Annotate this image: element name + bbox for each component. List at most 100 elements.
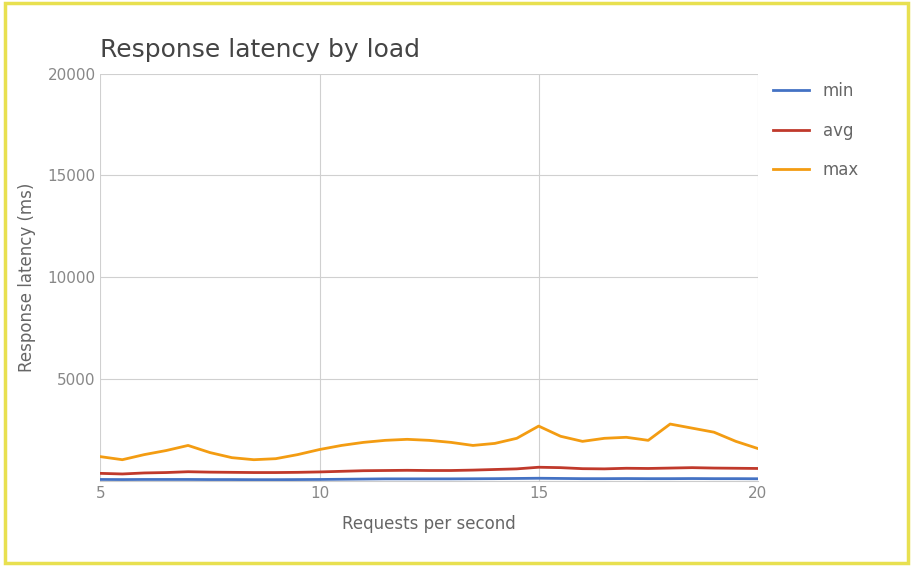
avg xyxy=(336,468,347,475)
max xyxy=(380,437,391,444)
max xyxy=(621,434,632,441)
max xyxy=(577,438,588,445)
avg xyxy=(95,470,106,477)
max xyxy=(424,437,435,444)
max xyxy=(555,433,566,440)
max xyxy=(730,438,741,445)
max xyxy=(643,437,654,444)
min xyxy=(117,476,128,483)
avg xyxy=(708,465,719,471)
avg xyxy=(139,470,150,477)
min xyxy=(446,475,456,482)
min xyxy=(730,475,741,482)
min xyxy=(139,476,150,483)
max xyxy=(489,440,500,447)
max xyxy=(205,449,215,456)
avg xyxy=(314,469,325,475)
min xyxy=(577,475,588,482)
max xyxy=(446,439,456,446)
min xyxy=(226,476,237,483)
avg xyxy=(533,464,544,471)
avg xyxy=(161,469,172,476)
min xyxy=(270,476,281,483)
max xyxy=(183,442,194,449)
Legend: min, avg, max: min, avg, max xyxy=(772,82,859,179)
max xyxy=(687,424,698,431)
max xyxy=(270,455,281,462)
max xyxy=(336,442,347,449)
max xyxy=(292,451,303,458)
max xyxy=(533,423,544,430)
max xyxy=(139,451,150,458)
max xyxy=(511,435,522,441)
min xyxy=(358,475,369,482)
max xyxy=(599,435,610,441)
min xyxy=(555,475,566,482)
max xyxy=(467,442,478,449)
max xyxy=(161,447,172,454)
avg xyxy=(687,464,698,471)
max xyxy=(665,421,676,427)
avg xyxy=(226,469,237,476)
min xyxy=(336,476,347,483)
Y-axis label: Response latency (ms): Response latency (ms) xyxy=(18,183,37,372)
Text: Response latency by load: Response latency by load xyxy=(100,38,420,62)
avg xyxy=(489,466,500,473)
avg xyxy=(511,465,522,472)
avg xyxy=(183,468,194,475)
avg xyxy=(730,465,741,471)
avg xyxy=(621,465,632,471)
Line: min: min xyxy=(100,478,758,479)
avg xyxy=(446,467,456,474)
min xyxy=(533,475,544,482)
X-axis label: Requests per second: Requests per second xyxy=(342,515,516,533)
min xyxy=(95,476,106,483)
max xyxy=(752,445,763,452)
avg xyxy=(117,470,128,477)
avg xyxy=(752,465,763,472)
max xyxy=(708,429,719,436)
avg xyxy=(577,465,588,472)
min xyxy=(205,476,215,483)
min xyxy=(467,475,478,482)
min xyxy=(599,475,610,482)
max xyxy=(117,456,128,463)
Line: avg: avg xyxy=(100,468,758,474)
avg xyxy=(270,469,281,476)
avg xyxy=(248,469,259,476)
avg xyxy=(467,467,478,474)
max xyxy=(95,453,106,460)
avg xyxy=(599,465,610,472)
avg xyxy=(292,469,303,476)
avg xyxy=(205,469,215,475)
min xyxy=(752,475,763,482)
min xyxy=(183,476,194,483)
min xyxy=(161,476,172,483)
min xyxy=(424,475,435,482)
min xyxy=(708,475,719,482)
min xyxy=(248,476,259,483)
min xyxy=(489,475,500,482)
avg xyxy=(380,467,391,474)
min xyxy=(665,475,676,482)
min xyxy=(621,475,632,482)
avg xyxy=(424,467,435,474)
min xyxy=(687,475,698,482)
max xyxy=(358,439,369,446)
avg xyxy=(555,464,566,471)
min xyxy=(314,476,325,483)
min xyxy=(402,475,413,482)
min xyxy=(643,475,654,482)
avg xyxy=(358,468,369,474)
max xyxy=(314,446,325,453)
avg xyxy=(402,467,413,474)
min xyxy=(380,475,391,482)
max xyxy=(226,454,237,461)
avg xyxy=(643,465,654,472)
Line: max: max xyxy=(100,424,758,460)
max xyxy=(402,436,413,443)
max xyxy=(248,456,259,463)
min xyxy=(292,476,303,483)
avg xyxy=(665,465,676,471)
min xyxy=(511,475,522,482)
